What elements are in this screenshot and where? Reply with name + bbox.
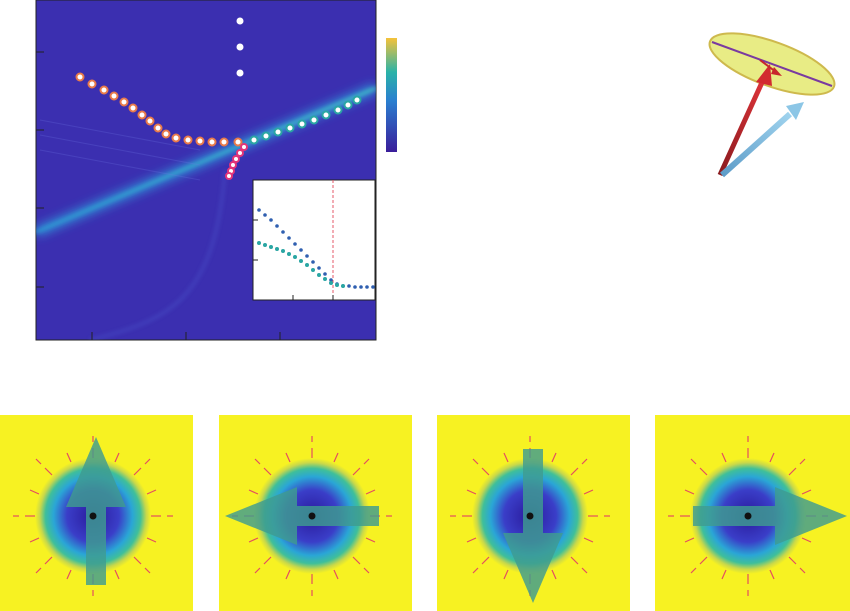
spectrum-panel bbox=[35, 0, 397, 341]
y-axis-ticks bbox=[36, 51, 44, 288]
skyrmion-panel-up bbox=[0, 415, 193, 611]
vector-diagram bbox=[708, 32, 836, 178]
spectrum-data-points bbox=[75, 17, 362, 180]
ellipse-axis-line bbox=[711, 41, 833, 87]
arrow-down-icon bbox=[503, 449, 563, 603]
inset-plot bbox=[252, 179, 376, 301]
red-vector bbox=[717, 64, 772, 177]
inset-series-b bbox=[257, 241, 345, 288]
x-axis-ticks bbox=[91, 332, 281, 340]
blue-vector bbox=[719, 102, 804, 178]
arrow-left-icon bbox=[225, 487, 379, 545]
skyrmion-panel-right bbox=[655, 415, 850, 611]
inset-series-a bbox=[257, 208, 375, 289]
arrow-up-icon bbox=[66, 437, 126, 585]
dispersion-band bbox=[36, 86, 376, 234]
skyrmion-row bbox=[0, 415, 850, 611]
skyrmion-panel-down bbox=[437, 415, 630, 611]
skyrmion-panel-left bbox=[219, 415, 412, 611]
colorbar bbox=[386, 38, 397, 152]
